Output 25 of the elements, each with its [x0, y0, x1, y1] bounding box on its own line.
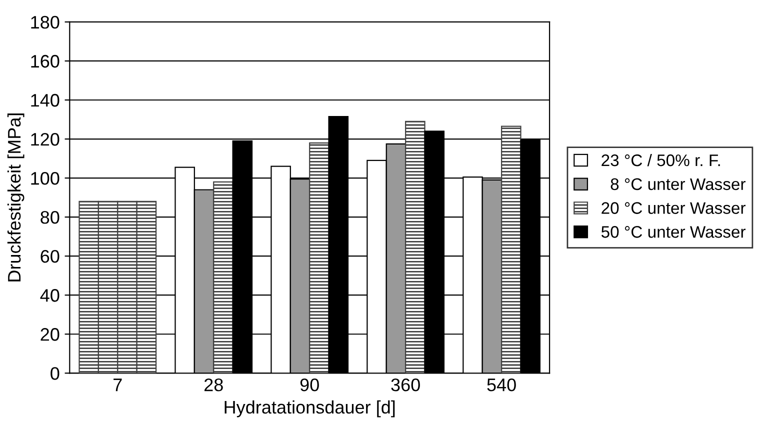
x-axis-title: Hydratationsdauer [d] — [224, 400, 395, 418]
y-tick-label: 180 — [31, 16, 60, 29]
legend-label: 20 °C unter Wasser — [602, 202, 746, 214]
legend-label: 8 °C unter Wasser — [610, 178, 746, 190]
y-tick-label: 60 — [40, 250, 60, 263]
y-tick-label: 160 — [31, 54, 60, 68]
x-tick-label: 7 — [114, 378, 122, 392]
y-tick-label: 80 — [40, 210, 60, 224]
x-tick-label: 90 — [300, 378, 319, 392]
legend-label: 23 °C / 50% r. F. — [602, 154, 720, 166]
bar — [309, 142, 330, 374]
y-tick-label: 100 — [31, 172, 60, 185]
x-tick-label: 360 — [391, 378, 420, 392]
bar — [405, 120, 426, 374]
y-tick-label: 0 — [50, 367, 60, 380]
y-tick-label: 120 — [31, 132, 60, 146]
y-tick-label: 20 — [40, 328, 60, 341]
legend-label: 50 °C unter Wasser — [601, 226, 746, 238]
bar — [500, 126, 522, 374]
x-tick-label: 540 — [487, 378, 516, 392]
bar — [213, 181, 234, 374]
y-tick-label: 40 — [40, 289, 60, 302]
y-axis-title: Druckfestigkeit [MPa] — [7, 114, 24, 282]
y-tick-label: 140 — [31, 94, 60, 107]
x-tick-label: 28 — [204, 378, 223, 392]
